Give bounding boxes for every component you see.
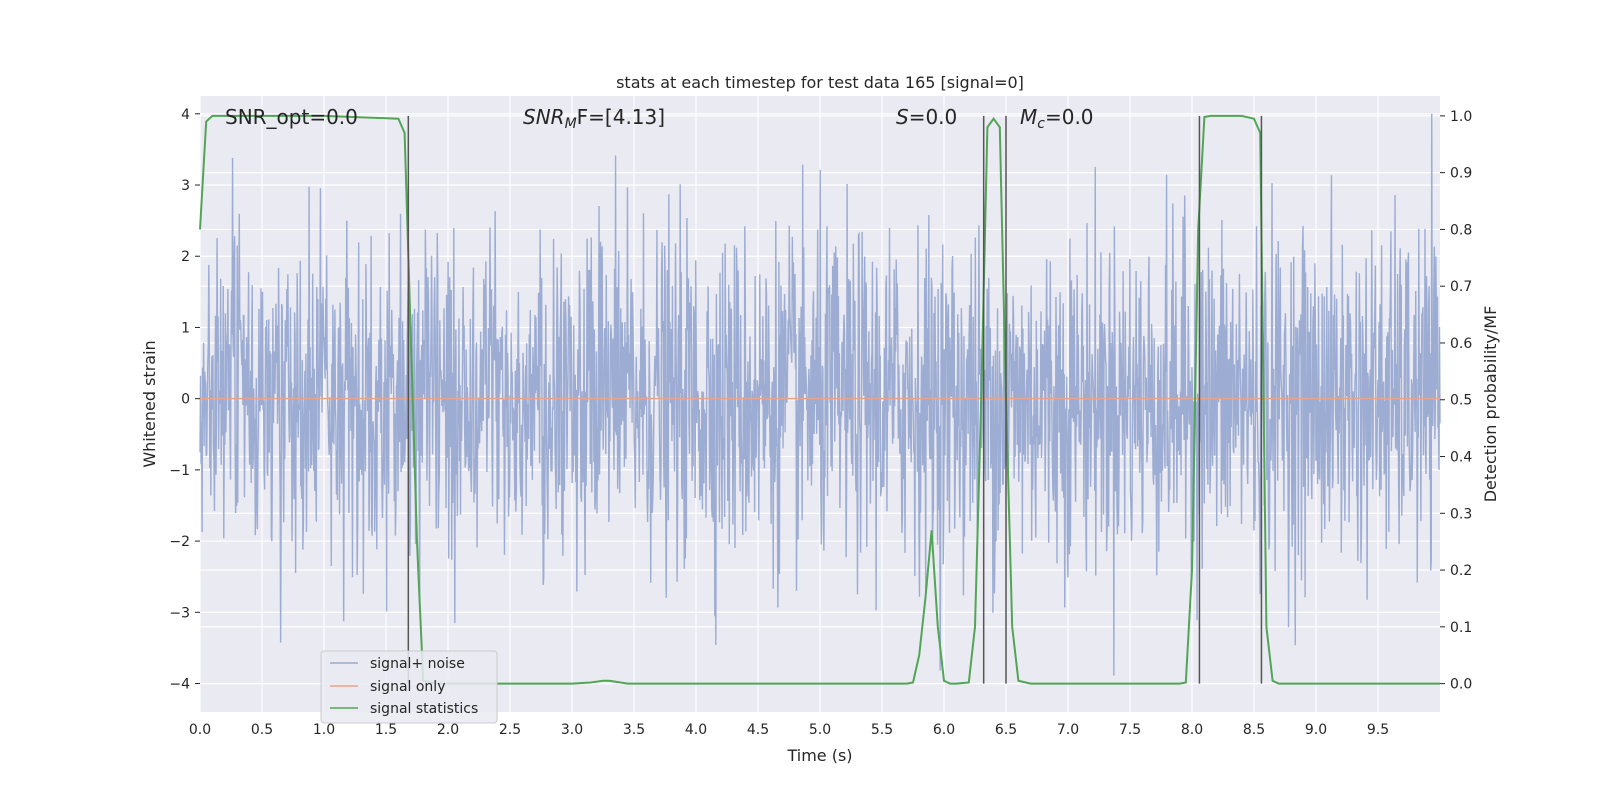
x-axis-label: Time (s) [786, 746, 852, 765]
x-tick-label: 9.5 [1367, 722, 1389, 738]
x-tick-label: 6.0 [933, 722, 955, 738]
y-tick-label: −1 [169, 463, 190, 479]
legend-label-signal-only: signal only [370, 679, 445, 695]
x-tick-label: 1.0 [313, 722, 335, 738]
y-tick-label: 2 [181, 249, 190, 265]
x-axis-ticks: 0.0 0.5 1.0 1.5 2.0 2.5 3.0 3.5 4.0 4.5 5.0 5.5 6.0 6… [189, 722, 1389, 738]
y-tick-label: 0 [181, 392, 190, 408]
y-right-tick-label: 0.9 [1450, 166, 1472, 182]
y-axis-ticks: 4 3 2 1 0 −1 −2 −3 −4 [169, 107, 200, 693]
x-tick-label: 2.5 [499, 722, 521, 738]
y-right-tick-label: 1.0 [1450, 109, 1472, 125]
y-right-tick-label: 0.7 [1450, 279, 1472, 295]
y-tick-label: −2 [169, 534, 190, 550]
vertical-lines [407, 115, 1263, 684]
x-tick-label: 9.0 [1305, 722, 1327, 738]
y-tick-label: 3 [181, 178, 190, 194]
y-tick-label: 1 [181, 320, 190, 336]
y-tick-label: −4 [169, 677, 190, 693]
legend-label-statistics: signal statistics [370, 701, 478, 717]
series-line-signal-noise [199, 113, 1441, 676]
y-right-tick-label: 0.1 [1450, 620, 1472, 636]
y-tick-label: −3 [169, 605, 190, 621]
x-tick-label: 8.0 [1181, 722, 1203, 738]
annotation-mc: Mc=0.0 [1020, 105, 1094, 132]
x-tick-label: 0.0 [189, 722, 211, 738]
signal-noise-series [199, 113, 1441, 676]
x-tick-label: 4.5 [747, 722, 769, 738]
annotation-snr-mf: SNRMF=[4.13] [523, 105, 665, 132]
x-tick-label: 8.5 [1243, 722, 1265, 738]
y-right-tick-label: 0.4 [1450, 450, 1472, 466]
legend-box [320, 650, 498, 724]
y-tick-label: 4 [181, 107, 190, 123]
x-tick-label: 3.0 [561, 722, 583, 738]
y-right-tick-label: 0.0 [1450, 677, 1472, 693]
y-right-axis-ticks: 1.0 0.9 0.8 0.7 0.6 0.5 0.4 0.3 0.2 0.1 0.0 [1440, 109, 1472, 693]
y-right-tick-label: 0.8 [1450, 222, 1472, 238]
legend-label-noise: signal+ noise [370, 656, 465, 672]
annotation-s: S=0.0 [896, 105, 957, 129]
x-tick-label: 5.0 [809, 722, 831, 738]
x-tick-label: 0.5 [251, 722, 273, 738]
x-tick-label: 7.5 [1119, 722, 1141, 738]
x-tick-label: 3.5 [623, 722, 645, 738]
x-tick-label: 6.5 [995, 722, 1017, 738]
x-tick-label: 4.0 [685, 722, 707, 738]
y-right-tick-label: 0.2 [1450, 563, 1472, 579]
x-tick-label: 1.5 [375, 722, 397, 738]
annotation-snr-opt: SNR_opt=0.0 [225, 105, 358, 129]
legend: signal+ noise signal only signal statist… [320, 650, 498, 724]
y-axis-label: Whitened strain [140, 340, 159, 467]
chart-title: stats at each timestep for test data 165… [616, 73, 1024, 92]
y-right-tick-label: 0.6 [1450, 336, 1472, 352]
y-right-axis-label: Detection probability/MF [1481, 306, 1500, 503]
x-tick-label: 2.0 [437, 722, 459, 738]
x-tick-label: 7.0 [1057, 722, 1079, 738]
x-tick-label: 5.5 [871, 722, 893, 738]
y-right-tick-label: 0.3 [1450, 506, 1472, 522]
y-right-tick-label: 0.5 [1450, 393, 1472, 409]
